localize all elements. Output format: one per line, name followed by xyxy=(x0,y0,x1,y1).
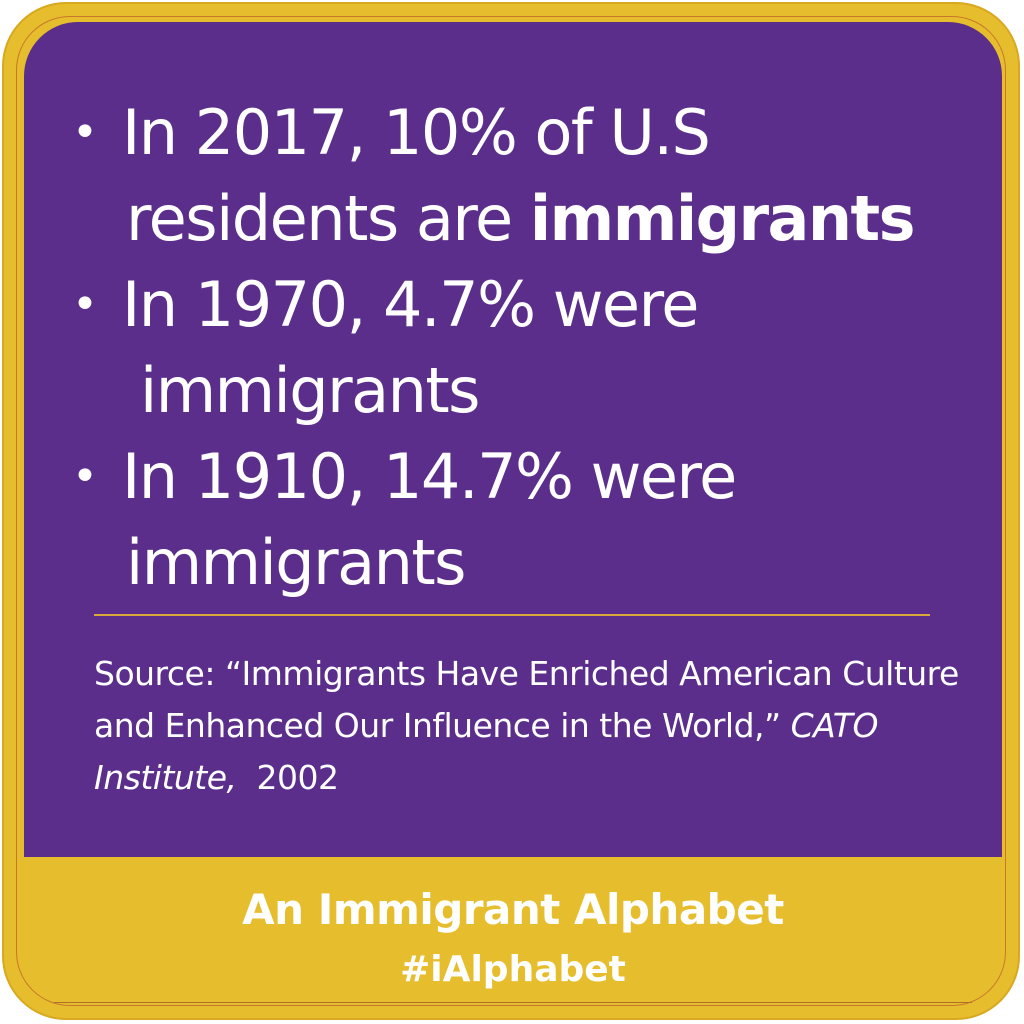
fact-item: • In 2017, 10% of U.S residents are immi… xyxy=(72,90,972,262)
fact-line-1: In 1910, 14.7% were xyxy=(122,440,736,513)
fact-line-1: In 1970, 4.7% were xyxy=(122,268,698,341)
footer-hashtag: #iAlphabet xyxy=(4,946,1020,994)
bullet-icon: • xyxy=(72,434,96,520)
fact-list: • In 2017, 10% of U.S residents are immi… xyxy=(72,90,972,606)
fact-item: • In 1970, 4.7% were immigrants xyxy=(72,262,972,434)
fact-line-2-plain: immigrants xyxy=(140,354,479,427)
footer-divider xyxy=(54,1002,972,1003)
bullet-icon: • xyxy=(72,262,96,348)
fact-line-2: immigrants xyxy=(140,348,972,434)
fact-line-2-plain: immigrants xyxy=(126,526,465,599)
fact-item: • In 1910, 14.7% were immigrants xyxy=(72,434,972,606)
bullet-icon: • xyxy=(72,90,96,176)
fact-emphasis: immigrants xyxy=(530,182,914,255)
source-year: 2002 xyxy=(237,758,339,797)
footer-title: An Immigrant Alphabet xyxy=(4,882,1020,938)
fact-line-2: residents are immigrants xyxy=(126,176,972,262)
fact-line-2: immigrants xyxy=(126,520,972,606)
fact-line-2-plain: residents are xyxy=(126,182,530,255)
divider xyxy=(94,614,930,616)
fact-line-1: In 2017, 10% of U.S xyxy=(122,96,709,169)
source-citation: Source: “Immigrants Have Enriched Americ… xyxy=(94,648,974,804)
